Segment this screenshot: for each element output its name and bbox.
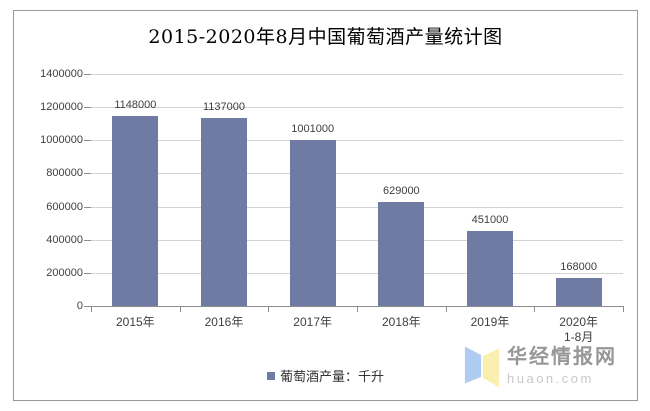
y-axis-label: 800000 — [46, 167, 83, 180]
y-axis-tick — [84, 74, 91, 75]
y-axis-label: 0 — [76, 300, 83, 312]
x-axis-tick — [534, 306, 536, 312]
bar — [378, 201, 425, 306]
y-axis-label: 1200000 — [40, 101, 83, 114]
bar-value-label: 451000 — [471, 214, 509, 227]
watermark-brand: 华经情报网 — [507, 346, 617, 368]
legend-label: 葡萄酒产量：千升 — [279, 369, 384, 384]
x-axis-category-label: 2016年 — [204, 315, 244, 329]
y-gridline — [91, 206, 623, 208]
y-gridline — [91, 173, 623, 175]
y-axis-label: 400000 — [46, 233, 83, 246]
x-axis-tick — [91, 306, 92, 312]
y-gridline — [91, 74, 623, 75]
watermark: 华经情报网 huaon.com — [463, 342, 617, 389]
y-axis-tick — [84, 239, 91, 241]
y-gridline — [91, 239, 623, 241]
watermark-text: 华经情报网 huaon.com — [507, 346, 617, 387]
y-axis-tick — [84, 107, 91, 109]
chart-title: 2015-2020年8月中国葡萄酒产量统计图 — [148, 26, 503, 48]
x-axis-tick — [445, 306, 447, 312]
x-axis-tick — [623, 306, 624, 312]
y-gridline — [91, 107, 623, 109]
chart-frame: 2015-2020年8月中国葡萄酒产量统计图 0 200000 400000 6000… — [13, 10, 638, 401]
x-axis-category-label: 2020年 1-8月 — [534, 315, 623, 344]
y-axis-tick — [84, 173, 91, 175]
y-axis-label: 600000 — [46, 200, 83, 213]
bar — [112, 115, 159, 306]
y-axis-label: 1000000 — [40, 134, 83, 147]
bar-value-label: 1148000 — [114, 98, 157, 111]
x-axis-tick — [268, 306, 270, 312]
bar-value-label: 1137000 — [202, 100, 245, 113]
bar — [555, 278, 602, 306]
y-axis-label: 200000 — [46, 266, 83, 279]
x-axis-category-sublabel: 1-8月 — [563, 330, 594, 344]
x-axis-category-label: 2019年 — [470, 315, 510, 329]
y-gridline — [91, 272, 623, 274]
x-axis-category-label: 2015年 — [115, 315, 155, 329]
y-gridline — [91, 140, 623, 142]
x-axis-tick — [179, 306, 181, 312]
bar-value-label: 1001000 — [291, 123, 335, 136]
bar-value-label: 629000 — [382, 184, 420, 197]
bar — [289, 140, 336, 306]
y-axis-tick — [84, 140, 91, 142]
x-axis-category-label: 2018年 — [381, 315, 421, 329]
x-axis-tick — [357, 306, 358, 312]
legend-marker-icon — [266, 371, 275, 380]
bar — [467, 231, 513, 306]
x-axis-category-label: 2017年 — [293, 315, 332, 329]
bar-value-label: 168000 — [560, 261, 598, 274]
legend: 葡萄酒产量：千升 — [14, 366, 637, 385]
y-axis-tick — [84, 206, 91, 208]
open-book-logo-icon — [464, 346, 500, 388]
y-axis-tick — [84, 272, 91, 274]
watermark-domain: huaon.com — [507, 371, 594, 386]
y-axis-label: 1400000 — [40, 68, 83, 80]
x-axis-line — [84, 306, 623, 307]
bar — [201, 117, 247, 306]
